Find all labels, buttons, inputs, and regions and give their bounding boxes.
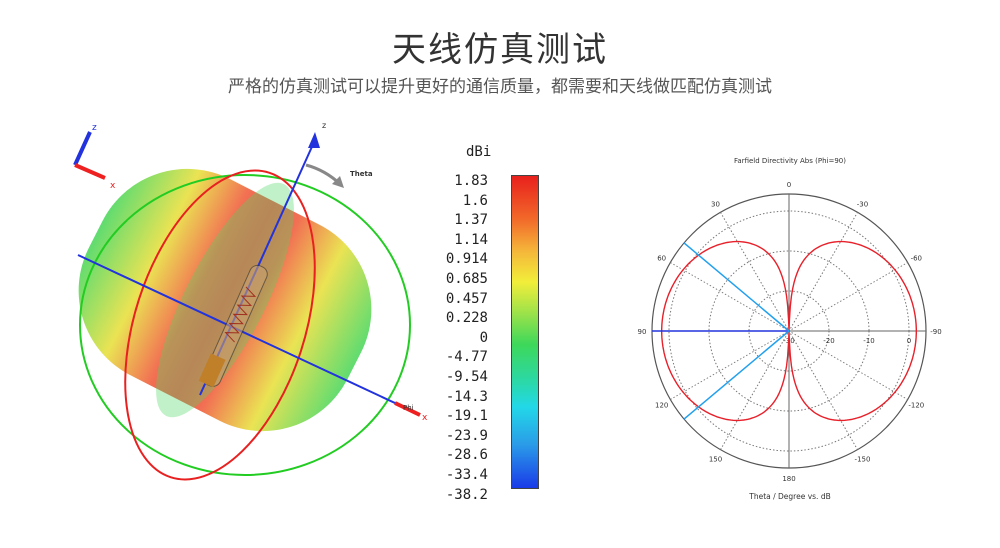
axis-x-label: x <box>422 413 428 423</box>
angle-tick-label: -150 <box>855 455 871 463</box>
angle-tick-label: 30 <box>711 201 720 209</box>
angle-tick-label: -60 <box>911 255 922 263</box>
angle-tick-label: -90 <box>930 328 941 336</box>
orientation-axes-icon: z x <box>73 123 116 191</box>
colorbar-label: -4.77 <box>445 349 488 366</box>
angle-tick-label: 0 <box>787 181 791 189</box>
colorbar-label: 0.457 <box>445 290 488 307</box>
colorbar-label: 1.83 <box>454 173 488 189</box>
angle-tick-label: 60 <box>657 255 666 263</box>
radial-tick-label: -20 <box>823 337 834 345</box>
colorbar-label: 0.914 <box>445 251 488 268</box>
colorbar-label: -19.1 <box>445 408 488 425</box>
colorbar-label: 0.685 <box>445 270 488 287</box>
colorbar-label: 1.14 <box>454 231 488 248</box>
colorbar-label: -38.2 <box>445 486 488 503</box>
angle-tick-label: -30 <box>857 201 868 209</box>
antenna-model <box>198 264 268 388</box>
phi-axis <box>77 254 411 411</box>
page-title: 天线仿真测试 <box>392 30 608 70</box>
svg-text:z: z <box>92 123 97 133</box>
axis-z-label: z <box>322 121 326 130</box>
beamwidth-marker <box>683 242 790 332</box>
angle-tick-label: 90 <box>638 328 647 336</box>
polar-chart: Farfield Directivity Abs (Phi=90) Theta … <box>638 157 942 501</box>
colorbar-unit: dBi <box>466 144 492 160</box>
theta-label: Theta <box>350 170 373 178</box>
angle-tick-label: -120 <box>908 402 924 410</box>
radial-tick-label: -10 <box>863 337 874 345</box>
chart-title: Farfield Directivity Abs (Phi=90) <box>734 157 846 165</box>
colorbar-label: -14.3 <box>445 388 488 405</box>
page-subtitle: 严格的仿真测试可以提升更好的通信质量，都需要和天线做匹配仿真测试 <box>228 77 772 97</box>
colorbar-label: -9.54 <box>445 368 488 385</box>
colorbar-label: 0.228 <box>445 310 488 327</box>
green-ring <box>79 174 411 476</box>
phi-label: Phi <box>403 404 414 412</box>
svg-text:x: x <box>110 181 116 191</box>
colorbar-label: -28.6 <box>445 447 488 464</box>
angle-tick-label: 150 <box>709 455 722 463</box>
colorbar-label: 1.37 <box>454 212 488 229</box>
red-ring <box>124 169 316 481</box>
angle-tick-label: 120 <box>655 402 668 410</box>
pattern-body <box>78 168 372 432</box>
3d-radiation-pattern: x Phi z Theta z x <box>73 121 428 481</box>
colorbar-gradient <box>511 175 539 489</box>
colorbar-label: 0 <box>479 329 488 346</box>
colorbar-label: -23.9 <box>445 427 488 444</box>
colorbar-label: 1.6 <box>462 192 488 209</box>
chart-xlabel: Theta / Degree vs. dB <box>748 492 830 501</box>
colorbar-label: -33.4 <box>445 466 488 483</box>
radial-tick-label: 0 <box>907 337 911 345</box>
colorbar-labels: 1.83 1.6 1.37 1.14 0.914 0.685 0.457 0.228 0 -4.7… <box>420 172 488 505</box>
angle-tick-label: 180 <box>782 475 795 483</box>
beamwidth-marker <box>683 330 790 420</box>
